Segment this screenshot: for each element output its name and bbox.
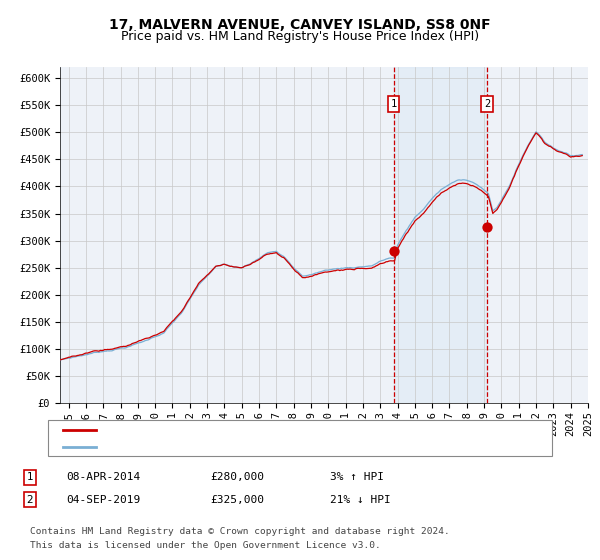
Text: 2: 2 (484, 99, 490, 109)
Text: 04-SEP-2019: 04-SEP-2019 (66, 494, 140, 505)
Text: 1: 1 (26, 472, 34, 482)
Point (482, 222, 492, 231)
Text: 1: 1 (391, 99, 397, 109)
Text: Contains HM Land Registry data © Crown copyright and database right 2024.: Contains HM Land Registry data © Crown c… (30, 528, 450, 536)
Point (389, 247, 398, 256)
Text: 08-APR-2014: 08-APR-2014 (66, 472, 140, 482)
Text: 2: 2 (26, 494, 34, 505)
Text: £280,000: £280,000 (210, 472, 264, 482)
Text: 21% ↓ HPI: 21% ↓ HPI (330, 494, 391, 505)
Text: 3% ↑ HPI: 3% ↑ HPI (330, 472, 384, 482)
Text: 17, MALVERN AVENUE, CANVEY ISLAND, SS8 0NF (detached house): 17, MALVERN AVENUE, CANVEY ISLAND, SS8 0… (102, 425, 500, 435)
Text: Price paid vs. HM Land Registry's House Price Index (HPI): Price paid vs. HM Land Registry's House … (121, 30, 479, 43)
Text: 17, MALVERN AVENUE, CANVEY ISLAND, SS8 0NF: 17, MALVERN AVENUE, CANVEY ISLAND, SS8 0… (109, 18, 491, 32)
Text: This data is licensed under the Open Government Licence v3.0.: This data is licensed under the Open Gov… (30, 541, 381, 550)
Text: £325,000: £325,000 (210, 494, 264, 505)
Text: HPI: Average price, detached house, Castle Point: HPI: Average price, detached house, Cast… (102, 442, 426, 452)
Bar (394, 67, 487, 403)
